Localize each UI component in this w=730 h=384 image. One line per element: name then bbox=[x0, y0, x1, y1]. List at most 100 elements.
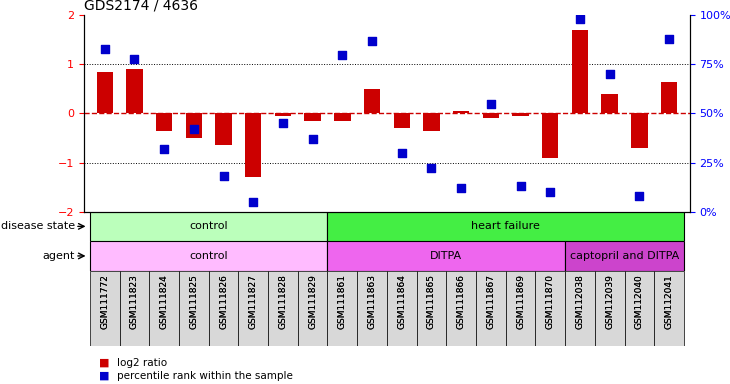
Point bbox=[99, 46, 110, 52]
Point bbox=[634, 193, 645, 199]
Bar bbox=[387, 271, 417, 346]
Bar bbox=[565, 241, 684, 271]
Bar bbox=[357, 271, 387, 346]
Text: GSM112038: GSM112038 bbox=[575, 275, 585, 329]
Bar bbox=[150, 271, 179, 346]
Bar bbox=[542, 114, 558, 157]
Bar bbox=[328, 241, 565, 271]
Text: captopril and DITPA: captopril and DITPA bbox=[570, 251, 679, 261]
Text: GSM111828: GSM111828 bbox=[278, 275, 288, 329]
Bar bbox=[446, 271, 476, 346]
Bar bbox=[215, 114, 231, 146]
Bar bbox=[631, 114, 648, 148]
Bar bbox=[654, 271, 684, 346]
Bar bbox=[90, 241, 328, 271]
Text: ■: ■ bbox=[99, 358, 109, 368]
Point bbox=[545, 189, 556, 195]
Text: GSM111866: GSM111866 bbox=[457, 275, 466, 329]
Point bbox=[188, 126, 200, 132]
Bar bbox=[453, 111, 469, 114]
Text: GSM111864: GSM111864 bbox=[397, 275, 407, 329]
Bar bbox=[417, 271, 446, 346]
Text: GSM111861: GSM111861 bbox=[338, 275, 347, 329]
Text: control: control bbox=[189, 221, 228, 232]
Text: GSM111865: GSM111865 bbox=[427, 275, 436, 329]
Text: GSM112039: GSM112039 bbox=[605, 275, 614, 329]
Text: GSM111827: GSM111827 bbox=[249, 275, 258, 329]
Text: GSM111827: GSM111827 bbox=[249, 275, 258, 329]
Point bbox=[277, 120, 289, 126]
Point bbox=[247, 199, 259, 205]
Point bbox=[307, 136, 318, 142]
Text: DITPA: DITPA bbox=[430, 251, 462, 261]
Text: GSM111829: GSM111829 bbox=[308, 275, 317, 329]
Text: GDS2174 / 4636: GDS2174 / 4636 bbox=[84, 0, 198, 13]
Point bbox=[128, 55, 140, 61]
Text: GSM112039: GSM112039 bbox=[605, 275, 614, 329]
Bar bbox=[535, 271, 565, 346]
Bar bbox=[304, 114, 320, 121]
Text: control: control bbox=[189, 251, 228, 261]
Point bbox=[485, 101, 496, 107]
Text: percentile rank within the sample: percentile rank within the sample bbox=[117, 371, 293, 381]
Text: GSM111823: GSM111823 bbox=[130, 275, 139, 329]
Point bbox=[396, 150, 407, 156]
Bar bbox=[661, 81, 677, 114]
Bar bbox=[506, 271, 535, 346]
Text: agent: agent bbox=[42, 251, 75, 261]
Point bbox=[426, 166, 437, 172]
Bar bbox=[512, 114, 529, 116]
Text: GSM111826: GSM111826 bbox=[219, 275, 228, 329]
Point bbox=[574, 16, 585, 22]
Text: GSM111829: GSM111829 bbox=[308, 275, 317, 329]
Text: GSM111870: GSM111870 bbox=[546, 275, 555, 329]
Text: GSM112040: GSM112040 bbox=[635, 275, 644, 329]
Bar bbox=[364, 89, 380, 114]
Point bbox=[664, 36, 675, 42]
Text: GSM112041: GSM112041 bbox=[664, 275, 674, 329]
Bar bbox=[209, 271, 239, 346]
Bar bbox=[268, 271, 298, 346]
Text: GSM111865: GSM111865 bbox=[427, 275, 436, 329]
Bar bbox=[239, 271, 268, 346]
Text: GSM111869: GSM111869 bbox=[516, 275, 525, 329]
Bar bbox=[90, 271, 120, 346]
Bar bbox=[96, 72, 113, 114]
Bar bbox=[624, 271, 654, 346]
Point bbox=[456, 185, 467, 191]
Point bbox=[158, 146, 170, 152]
Text: GSM111867: GSM111867 bbox=[486, 275, 496, 329]
Text: GSM111863: GSM111863 bbox=[367, 275, 377, 329]
Bar bbox=[595, 271, 624, 346]
Text: GSM111824: GSM111824 bbox=[160, 275, 169, 329]
Bar bbox=[476, 271, 506, 346]
Point bbox=[604, 71, 615, 77]
Text: GSM111825: GSM111825 bbox=[189, 275, 199, 329]
Point bbox=[218, 173, 229, 179]
Bar bbox=[298, 271, 328, 346]
Bar bbox=[274, 114, 291, 116]
Text: GSM112038: GSM112038 bbox=[575, 275, 585, 329]
Text: GSM112041: GSM112041 bbox=[664, 275, 674, 329]
Point bbox=[337, 51, 348, 58]
Text: GSM111864: GSM111864 bbox=[397, 275, 407, 329]
Bar bbox=[90, 212, 328, 241]
Text: GSM111772: GSM111772 bbox=[100, 275, 110, 329]
Text: disease state: disease state bbox=[1, 221, 75, 232]
Bar bbox=[328, 212, 684, 241]
Text: GSM111861: GSM111861 bbox=[338, 275, 347, 329]
Bar bbox=[572, 30, 588, 114]
Text: heart failure: heart failure bbox=[472, 221, 540, 232]
Point bbox=[366, 38, 378, 44]
Text: GSM111866: GSM111866 bbox=[457, 275, 466, 329]
Bar bbox=[156, 114, 172, 131]
Text: GSM111869: GSM111869 bbox=[516, 275, 525, 329]
Text: GSM111772: GSM111772 bbox=[100, 275, 110, 329]
Bar bbox=[565, 271, 595, 346]
Bar bbox=[328, 271, 357, 346]
Bar bbox=[334, 114, 350, 121]
Text: GSM111870: GSM111870 bbox=[546, 275, 555, 329]
Bar bbox=[483, 114, 499, 118]
Text: GSM111828: GSM111828 bbox=[278, 275, 288, 329]
Text: GSM111823: GSM111823 bbox=[130, 275, 139, 329]
